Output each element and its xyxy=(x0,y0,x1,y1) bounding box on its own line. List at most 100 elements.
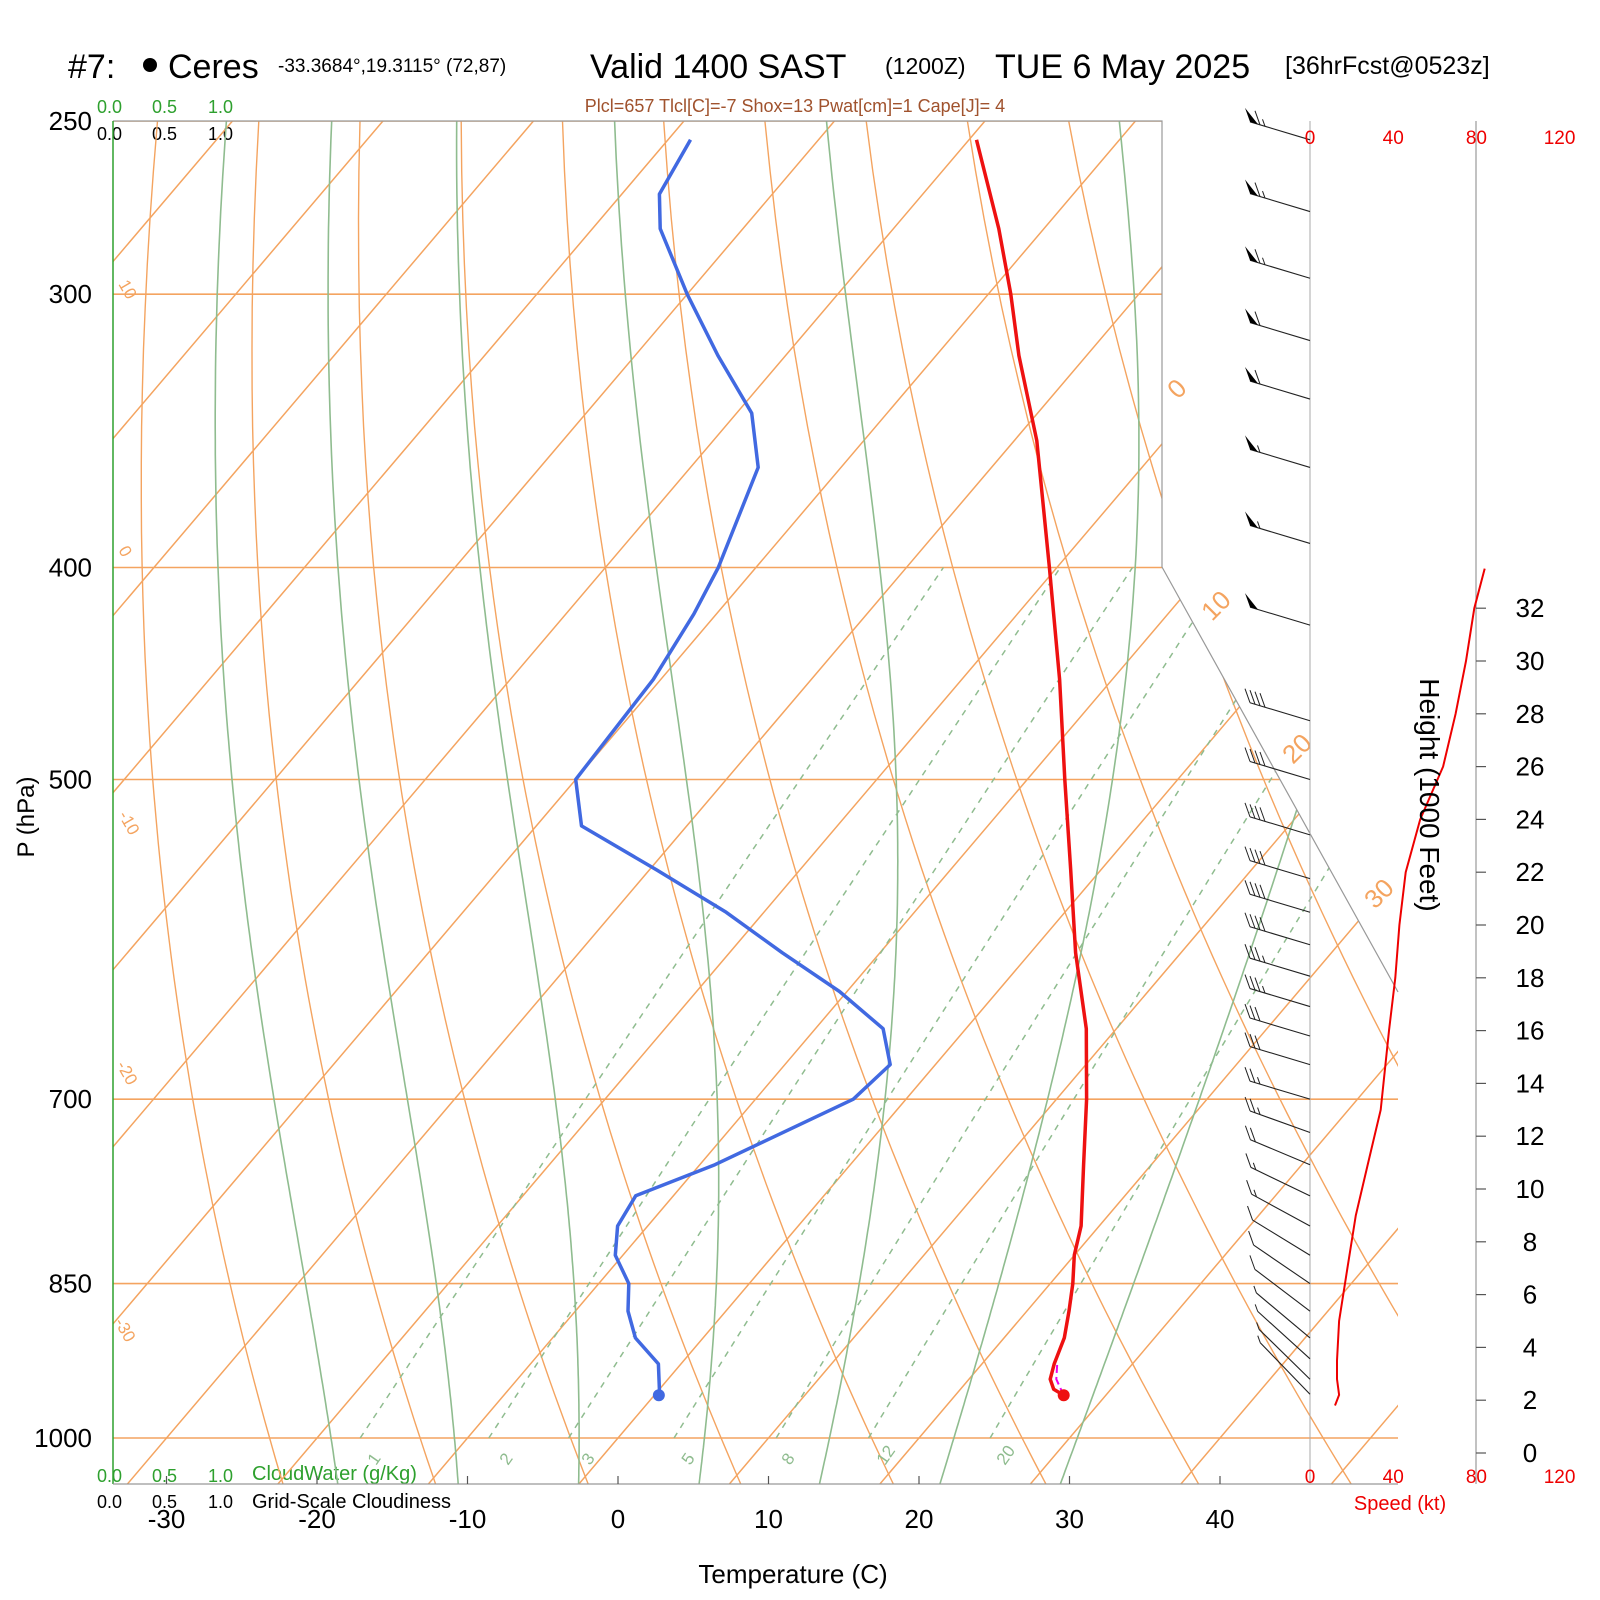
valid-date: TUE 6 May 2025 xyxy=(995,48,1250,86)
speed-tick-bottom: 80 xyxy=(1466,1467,1487,1488)
height-tick-label: 28 xyxy=(1516,699,1545,729)
height-tick-label: 6 xyxy=(1523,1280,1537,1310)
surface-dewpoint-marker xyxy=(652,1389,665,1402)
moist-adiabat xyxy=(455,121,580,1484)
isotherm-label-right: 0 xyxy=(1161,373,1192,404)
station-name: Ceres xyxy=(168,48,259,86)
isotherm-label-left: -20 xyxy=(113,1058,142,1089)
isotherm xyxy=(1180,121,1398,1484)
moist-adiabat xyxy=(327,121,459,1484)
height-tick-label: 12 xyxy=(1516,1121,1545,1151)
dry-adiabat xyxy=(764,121,1200,1484)
pressure-tick-label: 500 xyxy=(49,765,92,795)
right-axis-title: Height (1000 Feet) xyxy=(1414,678,1445,911)
cloud-scale-bottom-black-1: 0.5 xyxy=(152,1492,177,1512)
isotherm-label-right: 20 xyxy=(1276,728,1318,770)
wind-barb xyxy=(1245,179,1311,213)
isotherm-label-left: -10 xyxy=(115,808,144,839)
height-tick-label: 18 xyxy=(1516,963,1545,993)
dry-adiabat xyxy=(966,121,1398,1484)
thermo-grid xyxy=(113,121,1600,1484)
mixing-ratio-line xyxy=(567,567,1134,1439)
cloud-scale-top-black-1: 0.5 xyxy=(152,124,177,144)
wind-barb xyxy=(1246,1180,1311,1227)
x-tick-label: 0 xyxy=(611,1504,625,1534)
wind-barb xyxy=(1245,246,1311,279)
wind-speed-panel: 0246810121416182022242628303200404080801… xyxy=(1305,121,1575,1488)
forecast-info: [36hrFcst@0523z] xyxy=(1285,52,1490,80)
height-tick-label: 8 xyxy=(1523,1227,1537,1257)
wind-barb xyxy=(1245,511,1311,544)
x-tick-label: 40 xyxy=(1206,1504,1235,1534)
dry-adiabat xyxy=(865,121,1352,1484)
isotherm-label-left: 0 xyxy=(115,543,136,561)
dry-adiabat xyxy=(140,121,284,1484)
mixing-ratio-line xyxy=(673,567,1229,1439)
mixing-ratio-label: 2 xyxy=(496,1450,517,1469)
moist-adiabat xyxy=(613,121,720,1484)
wind-barb xyxy=(1244,1003,1311,1037)
isotherm xyxy=(113,121,1137,1484)
moist-adiabat xyxy=(214,121,339,1484)
y-axis-title: P (hPa) xyxy=(13,777,40,858)
wind-barb xyxy=(1245,107,1311,141)
cloud-scale-top-green-0: 0.0 xyxy=(97,97,122,117)
isotherm xyxy=(277,121,1398,1484)
wind-barb xyxy=(1245,435,1311,468)
isotherm xyxy=(578,121,1398,1484)
dry-adiabat xyxy=(663,121,1047,1484)
wind-barb xyxy=(1244,1066,1311,1100)
speed-axis-title: Speed (kt) xyxy=(1354,1493,1446,1515)
utc-time: (1200Z) xyxy=(885,53,966,79)
frame-top-right xyxy=(113,120,1399,993)
wind-barb xyxy=(1245,1153,1311,1197)
cloud-scale-top-green-2: 1.0 xyxy=(208,97,233,117)
wind-barb xyxy=(1254,1304,1311,1360)
cloud-scale-bottom: 0.0 0.5 1.0 CloudWater (g/Kg) 0.0 0.5 1.… xyxy=(97,1463,451,1513)
station-number: #7: xyxy=(68,48,115,86)
pressure-tick-label: 300 xyxy=(49,279,92,309)
wind-barb xyxy=(1244,802,1311,836)
isotherm xyxy=(879,121,1398,1484)
isotherm xyxy=(113,121,685,1484)
temperature-trace xyxy=(974,139,1089,1397)
pressure-tick-label: 850 xyxy=(49,1269,92,1299)
cloudiness-label: Grid-Scale Cloudiness xyxy=(252,1491,451,1513)
wind-barb xyxy=(1253,1285,1311,1339)
x-axis-title: Temperature (C) xyxy=(698,1559,887,1589)
dewpoint-trace xyxy=(573,138,892,1396)
wind-barb xyxy=(1244,747,1311,781)
isotherm xyxy=(113,121,384,1484)
dry-adiabat xyxy=(1575,121,1600,1484)
x-tick-label: -20 xyxy=(298,1504,336,1534)
wind-barb xyxy=(1256,1322,1311,1380)
mixing-ratio-label: 5 xyxy=(678,1450,699,1469)
wind-barb xyxy=(1248,1230,1311,1285)
height-tick-label: 14 xyxy=(1516,1068,1545,1098)
isotherm xyxy=(1330,121,1398,1484)
isotherm-label-left: 10 xyxy=(115,277,141,303)
cloud-scale-bottom-black-2: 1.0 xyxy=(208,1492,233,1512)
mixing-ratio-line xyxy=(867,567,1398,1439)
cloud-scale-top-green-1: 0.5 xyxy=(152,97,177,117)
stability-indices: Plcl=657 Tlcl[C]=-7 Shox=13 Pwat[cm]=1 C… xyxy=(585,96,1005,116)
surface-temperature-marker xyxy=(1057,1389,1070,1402)
isotherm xyxy=(1029,121,1398,1484)
cloud-scale-top-black-0: 0.0 xyxy=(97,124,122,144)
dry-adiabat xyxy=(1371,121,1398,1484)
speed-tick-top: 0 xyxy=(1305,128,1316,149)
x-tick-label: 10 xyxy=(754,1504,783,1534)
x-tick-label: -30 xyxy=(148,1504,186,1534)
x-tick-label: -10 xyxy=(449,1504,487,1534)
wind-barb xyxy=(1244,1125,1311,1166)
wind-barb xyxy=(1244,846,1311,880)
dry-adiabat xyxy=(460,121,742,1484)
wind-speed-trace xyxy=(1334,568,1486,1406)
height-tick-label: 16 xyxy=(1516,1016,1545,1046)
isotherm xyxy=(1482,121,1600,1484)
isotherm xyxy=(113,121,836,1484)
wind-barb xyxy=(1245,308,1311,342)
wind-barb xyxy=(1245,593,1311,626)
moist-adiabat xyxy=(818,121,899,1484)
